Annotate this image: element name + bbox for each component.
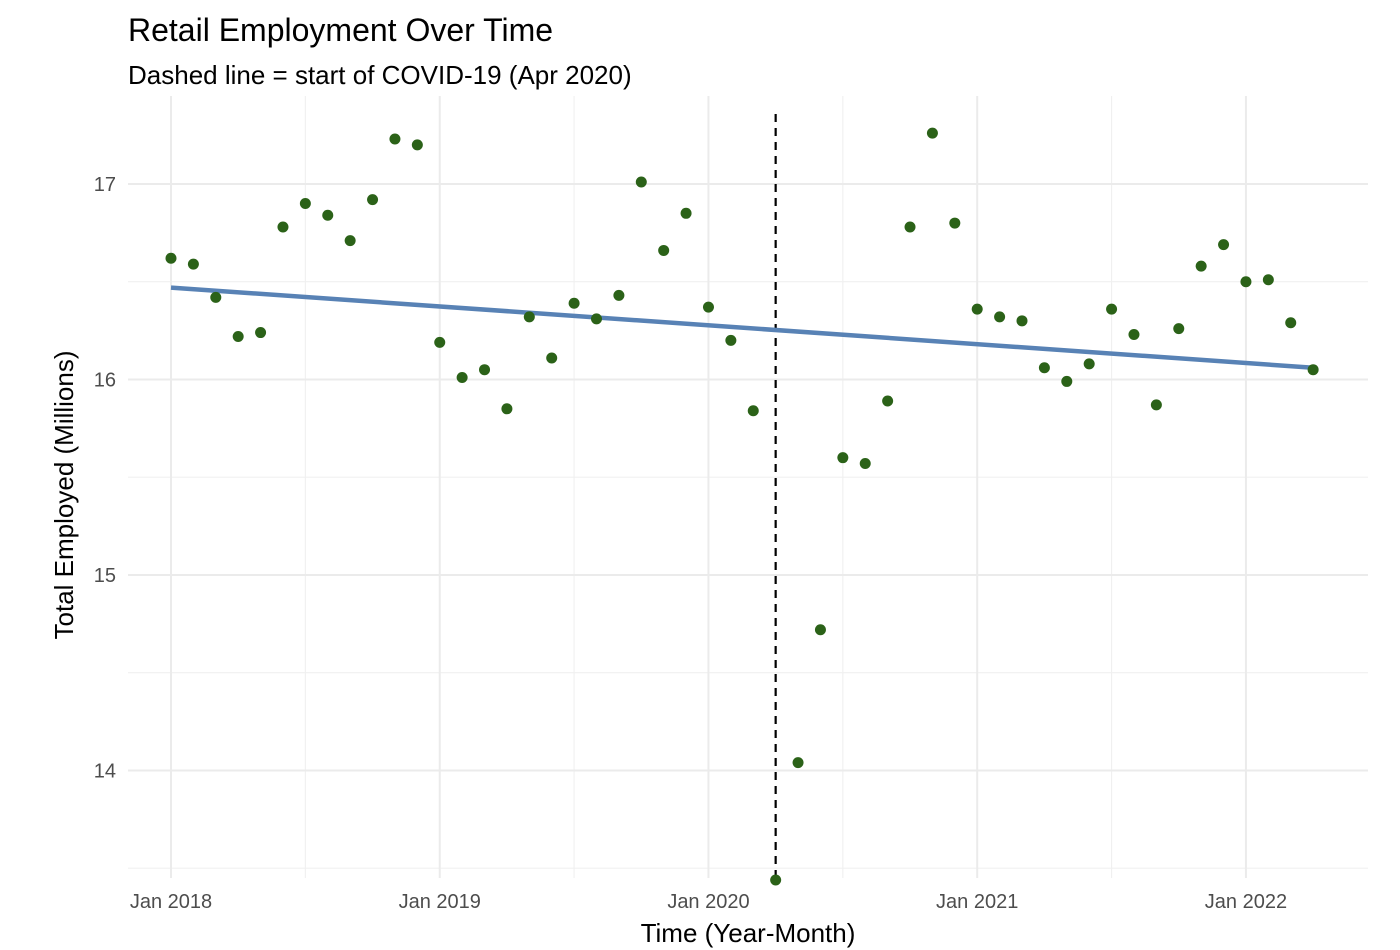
- data-point: [837, 452, 849, 464]
- data-point: [702, 301, 714, 313]
- data-point: [814, 624, 826, 636]
- data-point: [994, 311, 1006, 323]
- data-point: [1016, 315, 1028, 327]
- data-point: [232, 330, 244, 342]
- data-point: [299, 198, 311, 210]
- data-point: [926, 127, 938, 139]
- data-point: [344, 235, 356, 247]
- x-tick-label: Jan 2022: [1205, 891, 1287, 913]
- data-point: [1106, 303, 1118, 315]
- data-point: [680, 207, 692, 219]
- data-point: [456, 372, 468, 384]
- data-point: [1195, 260, 1207, 272]
- data-point: [1038, 362, 1050, 374]
- x-axis-tick-labels: Jan 2018 Jan 2019 Jan 2020 Jan 2021 Jan 2022: [130, 891, 1287, 913]
- data-point: [859, 458, 871, 470]
- data-point: [635, 176, 647, 188]
- data-point: [949, 217, 961, 229]
- x-tick-label: Jan 2021: [936, 891, 1018, 913]
- data-point: [277, 221, 289, 233]
- y-tick-label: 14: [94, 760, 116, 782]
- trend-line-layer: [170, 285, 1314, 370]
- x-tick-label: Jan 2019: [399, 891, 481, 913]
- data-point: [971, 303, 983, 315]
- data-point: [882, 395, 894, 407]
- y-tick-label: 16: [94, 369, 116, 391]
- data-point: [1307, 364, 1319, 376]
- chart-title: Retail Employment Over Time: [128, 12, 554, 48]
- minor-gridlines: [128, 96, 1368, 878]
- data-point: [904, 221, 916, 233]
- y-axis-tick-labels: 14 15 16 17: [94, 174, 116, 782]
- data-point: [1240, 276, 1252, 288]
- data-point: [1061, 375, 1073, 387]
- major-gridlines: [128, 96, 1368, 878]
- x-tick-label: Jan 2018: [130, 891, 212, 913]
- y-axis-title: Total Employed (Millions): [49, 351, 79, 640]
- data-point: [479, 364, 491, 376]
- data-point: [434, 336, 446, 348]
- y-tick-label: 15: [94, 565, 116, 587]
- data-point: [165, 252, 177, 264]
- data-point: [389, 133, 401, 145]
- data-point: [1083, 358, 1095, 370]
- data-point: [523, 311, 535, 323]
- trend-line: [170, 285, 1314, 370]
- chart-subtitle: Dashed line = start of COVID-19 (Apr 202…: [128, 60, 632, 90]
- data-point: [568, 297, 580, 309]
- data-point: [1128, 329, 1140, 341]
- data-point: [725, 334, 737, 346]
- data-point: [590, 313, 602, 325]
- data-point: [1150, 399, 1162, 411]
- data-point: [187, 258, 199, 270]
- data-point: [210, 291, 222, 303]
- data-point: [1285, 317, 1297, 329]
- data-point: [367, 194, 379, 206]
- data-point: [658, 244, 670, 256]
- data-point: [792, 757, 804, 769]
- data-point: [613, 289, 625, 301]
- data-point: [770, 874, 782, 886]
- data-point: [501, 403, 513, 415]
- y-tick-label: 17: [94, 174, 116, 196]
- x-axis-title: Time (Year-Month): [641, 918, 856, 948]
- data-point: [1262, 274, 1274, 286]
- data-point: [322, 209, 334, 221]
- data-point: [1173, 323, 1185, 335]
- data-points: [165, 127, 1319, 886]
- x-tick-label: Jan 2020: [667, 891, 749, 913]
- data-point: [411, 139, 423, 151]
- data-point: [1218, 239, 1230, 251]
- data-point: [546, 352, 558, 364]
- data-point: [255, 327, 267, 339]
- data-point: [747, 405, 759, 417]
